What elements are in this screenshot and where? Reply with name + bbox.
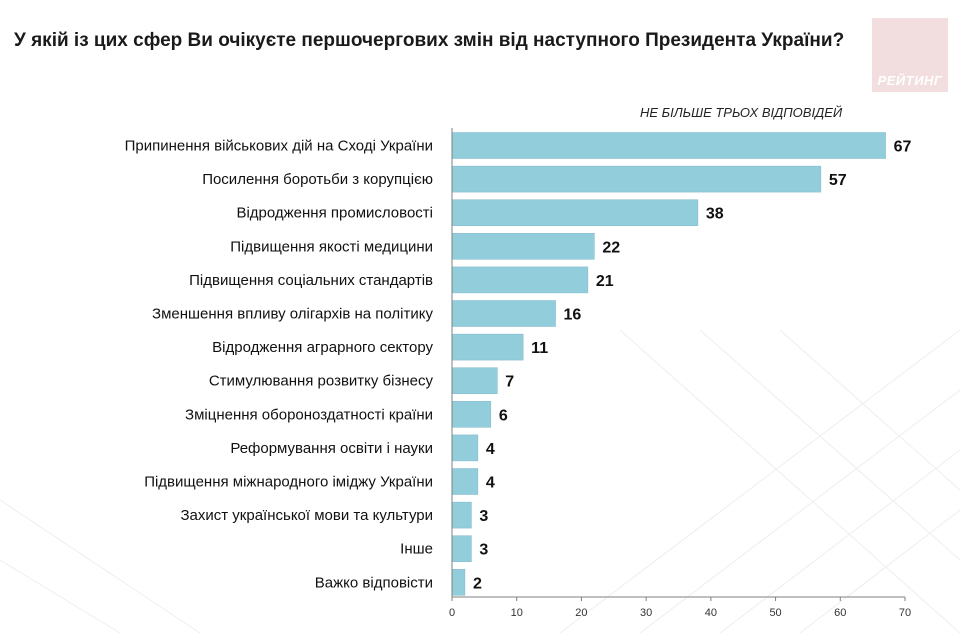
value-label: 3 (479, 542, 488, 559)
bar (451, 199, 699, 226)
value-label: 4 (486, 475, 495, 492)
bar (451, 300, 556, 327)
chart-title: У якій із цих сфер Ви очікуєте першочерг… (14, 30, 845, 51)
category-label: Посилення боротьби з корупцією (202, 171, 433, 188)
x-tick-label: 20 (575, 607, 587, 619)
value-label: 3 (479, 508, 488, 525)
value-label: 11 (531, 340, 548, 357)
value-label: 57 (829, 172, 847, 189)
value-label: 4 (486, 441, 495, 458)
rating-logo: РЕЙТИНГ (872, 18, 948, 92)
value-label: 16 (564, 307, 582, 324)
bar (451, 401, 492, 428)
bar (451, 367, 498, 394)
x-tick-label: 70 (899, 607, 911, 619)
category-label: Припинення військових дій на Сході Украї… (125, 138, 433, 155)
x-axis: 0 10 20 30 40 50 60 70 (449, 128, 911, 619)
bar (451, 233, 595, 260)
bar (451, 165, 822, 193)
category-label: Важко відповісти (315, 574, 433, 591)
bar (451, 468, 479, 495)
bar (451, 569, 466, 596)
bar (451, 535, 472, 562)
x-tick-label: 60 (834, 607, 846, 619)
bar (451, 501, 472, 529)
value-label: 38 (706, 206, 724, 223)
value-label: 6 (499, 407, 508, 424)
bar (451, 333, 524, 361)
value-label: 22 (602, 239, 620, 256)
category-label: Стимулювання розвитку бізнесу (209, 373, 434, 390)
bars-layer: Припинення військових дій на Сході Украї… (125, 132, 912, 596)
x-tick-label: 40 (705, 607, 717, 619)
x-tick-label: 10 (511, 607, 523, 619)
category-label: Підвищення якості медицини (230, 238, 433, 255)
logo-text: РЕЙТИНГ (877, 73, 943, 88)
bar (451, 434, 479, 462)
x-tick-label: 0 (449, 607, 455, 619)
value-label: 2 (473, 575, 482, 592)
category-label: Підвищення міжнародного іміджу України (144, 474, 433, 491)
chart-subtitle: НЕ БІЛЬШЕ ТРЬОХ ВІДПОВІДЕЙ (640, 105, 843, 120)
category-label: Зміцнення обороноздатності країни (185, 406, 433, 423)
category-label: Зменшення впливу олігархів на політику (152, 306, 433, 323)
category-label: Відродження промисловості (236, 205, 433, 222)
value-label: 7 (505, 374, 514, 391)
value-label: 21 (596, 273, 614, 290)
category-label: Інше (400, 541, 433, 558)
category-label: Підвищення соціальних стандартів (189, 272, 433, 289)
x-tick-label: 30 (640, 607, 652, 619)
category-label: Відродження аграрного сектору (212, 339, 433, 356)
category-label: Реформування освіти і науки (230, 440, 433, 457)
bar (451, 132, 886, 159)
x-tick-label: 50 (769, 607, 781, 619)
category-label: Захист української мови та культури (180, 507, 433, 524)
bar (451, 266, 589, 294)
value-label: 67 (894, 139, 912, 156)
